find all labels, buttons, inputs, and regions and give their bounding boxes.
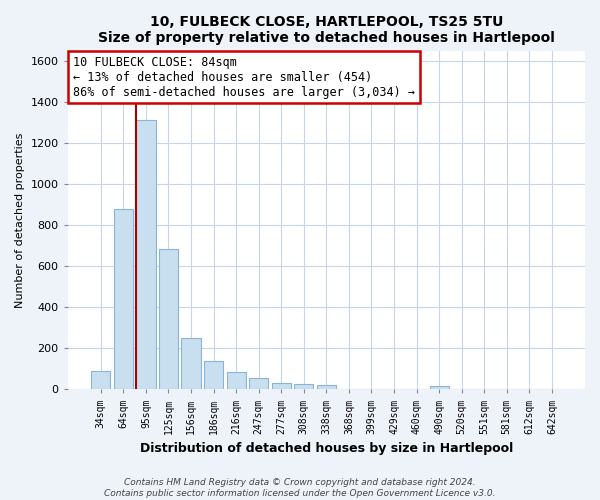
Bar: [91, 372, 110, 390]
Bar: [136, 120, 155, 390]
X-axis label: Distribution of detached houses by size in Hartlepool: Distribution of detached houses by size …: [140, 442, 513, 455]
Text: Contains HM Land Registry data © Crown copyright and database right 2024.
Contai: Contains HM Land Registry data © Crown c…: [104, 478, 496, 498]
Y-axis label: Number of detached properties: Number of detached properties: [15, 132, 25, 308]
Bar: [227, 372, 246, 390]
Bar: [294, 384, 313, 390]
Bar: [181, 338, 200, 390]
Bar: [114, 208, 133, 390]
Bar: [317, 386, 336, 390]
Bar: [159, 248, 178, 390]
Bar: [204, 360, 223, 390]
Text: 10 FULBECK CLOSE: 84sqm
← 13% of detached houses are smaller (454)
86% of semi-d: 10 FULBECK CLOSE: 84sqm ← 13% of detache…: [73, 56, 415, 98]
Title: 10, FULBECK CLOSE, HARTLEPOOL, TS25 5TU
Size of property relative to detached ho: 10, FULBECK CLOSE, HARTLEPOOL, TS25 5TU …: [98, 15, 555, 45]
Bar: [272, 383, 291, 390]
Bar: [430, 386, 449, 390]
Bar: [249, 378, 268, 390]
